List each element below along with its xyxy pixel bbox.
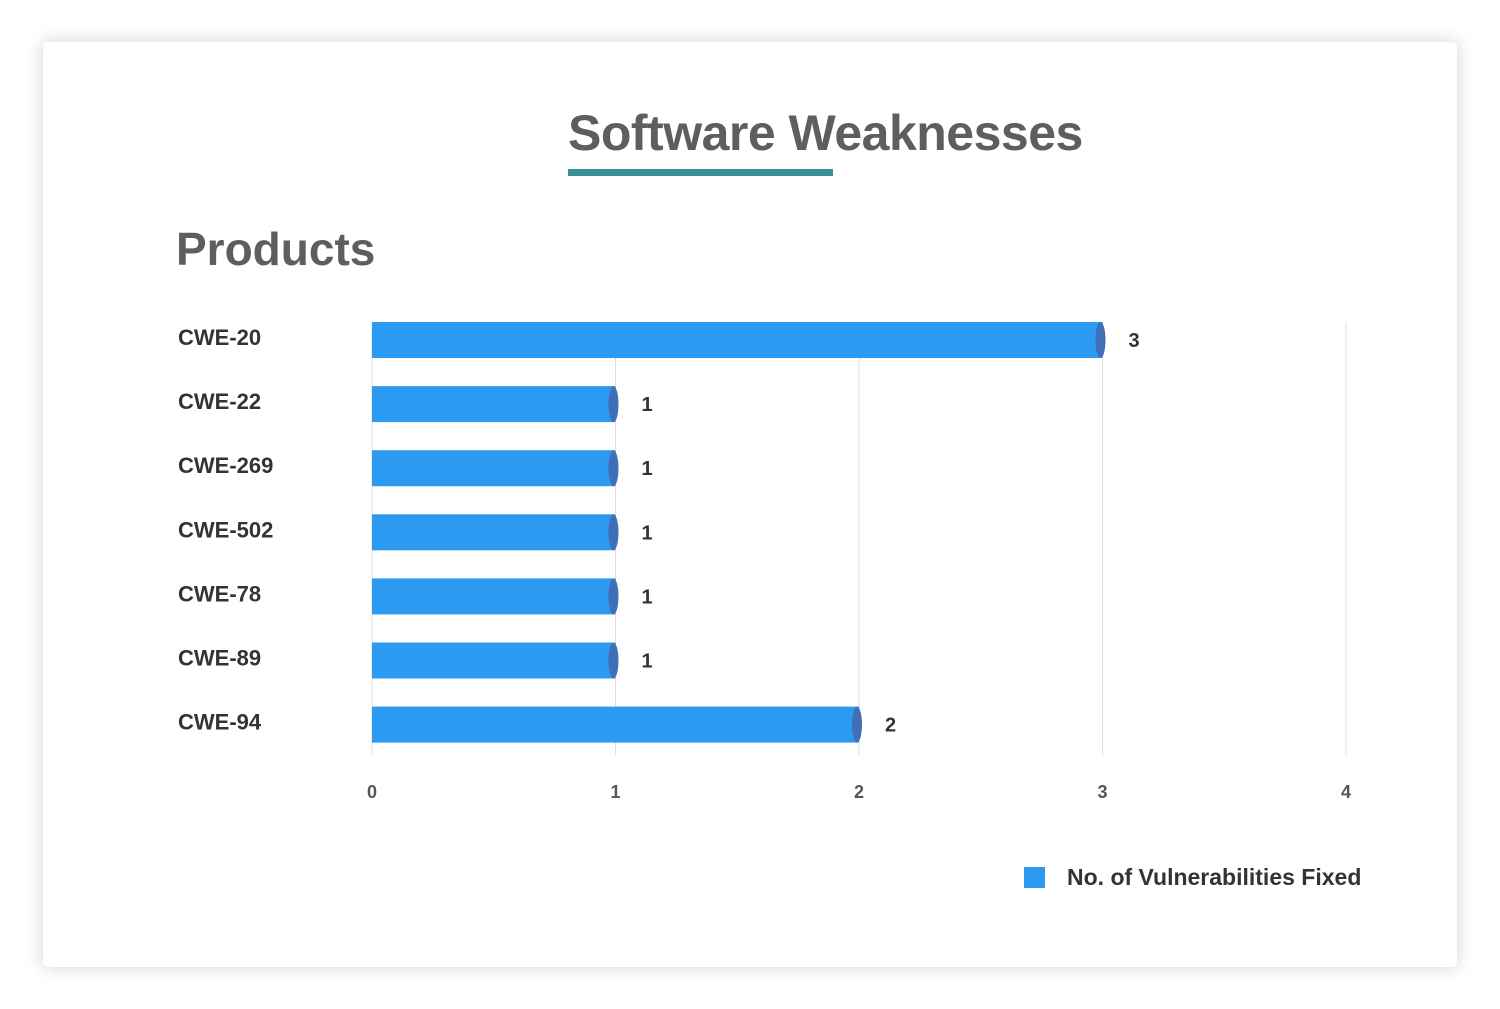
bar-cwe-502 (372, 514, 616, 551)
x-tick-label: 4 (1341, 782, 1351, 802)
category-label: CWE-269 (178, 453, 273, 478)
x-tick-label: 3 (1097, 782, 1107, 802)
bar-end-cap (608, 386, 619, 423)
bar-end-cap (608, 514, 619, 551)
legend-label: No. of Vulnerabilities Fixed (1067, 864, 1362, 890)
category-label: CWE-20 (178, 325, 261, 350)
x-tick-label: 1 (610, 782, 620, 802)
data-label: 1 (642, 651, 653, 673)
bar-end-cap (608, 642, 619, 679)
category-label: CWE-78 (178, 581, 261, 606)
data-label: 1 (642, 458, 653, 480)
bar-end-cap (608, 450, 619, 487)
data-label: 3 (1129, 330, 1140, 352)
category-label: CWE-502 (178, 517, 273, 542)
bar-layer (372, 322, 1106, 743)
bar-end-cap (608, 578, 619, 615)
bar-cwe-94 (372, 706, 859, 743)
legend: No. of Vulnerabilities Fixed (1024, 864, 1361, 891)
bar-end-cap (1095, 322, 1106, 358)
data-label: 1 (642, 586, 653, 608)
chart-title: Software Weaknesses (568, 105, 1083, 161)
chart-card: Software Weaknesses Products 0 1 2 3 4 CWE-20… (43, 42, 1457, 967)
bar-cwe-20 (372, 322, 1103, 358)
title-underline (568, 169, 833, 176)
x-tick-label: 0 (367, 782, 377, 802)
bar-cwe-22 (372, 386, 616, 423)
x-tick-label: 2 (854, 782, 864, 802)
data-label: 1 (642, 522, 653, 544)
data-label: 2 (885, 715, 896, 737)
section-heading: Products (176, 223, 376, 275)
category-label: CWE-89 (178, 646, 261, 671)
category-label: CWE-94 (178, 710, 262, 735)
bar-chart: 0 1 2 3 4 CWE-20 3 CWE-22 1 CWE-269 1 CWE-502 1 CWE-7… (178, 322, 1351, 802)
bar-cwe-269 (372, 450, 616, 487)
legend-swatch (1024, 867, 1045, 888)
label-layer: 0 1 2 3 4 CWE-20 3 CWE-22 1 CWE-269 1 CWE-502 1 CWE-7… (178, 325, 1351, 802)
bar-cwe-89 (372, 642, 616, 679)
bar-cwe-78 (372, 578, 616, 615)
bar-end-cap (852, 706, 862, 743)
data-label: 1 (642, 394, 653, 416)
category-label: CWE-22 (178, 389, 261, 414)
